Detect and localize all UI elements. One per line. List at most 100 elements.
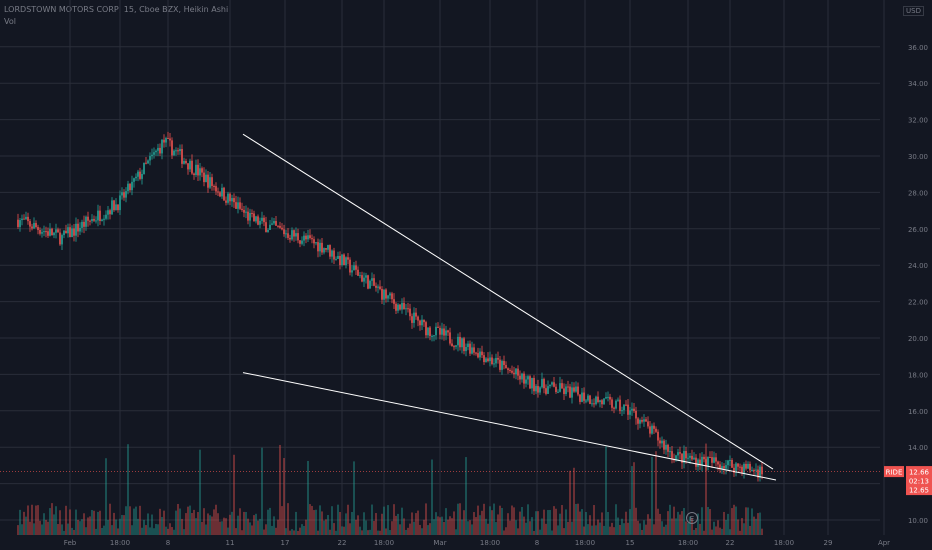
volume-bar [449,516,451,535]
volume-bar [85,527,87,535]
trendlines: E [0,133,880,524]
candle-body [465,347,467,352]
volume-bar [383,506,385,535]
candle-body [199,168,201,176]
candle-body [555,386,557,392]
volume-bar [469,520,471,535]
volume-bar [675,518,677,535]
volume-bar [703,530,705,535]
candle-body [35,223,37,228]
candle-body [701,456,703,466]
candle-body [471,347,473,354]
candle-body [549,384,551,387]
candle-body [755,469,757,471]
candle-body [97,210,99,221]
candle-body [209,177,211,188]
volume-bar [365,520,367,535]
volume-bar [211,516,213,535]
candle-body [407,308,409,310]
candle-body [207,174,209,188]
candle-body [457,336,459,346]
candle-body [75,223,77,236]
volume-bar [539,529,541,535]
candle-body [247,211,249,221]
volume-bar [363,512,365,535]
time-axis[interactable]: Feb 18:00 8 11 17 22 18:00 Mar 18:00 8 18:00 15 18:0… [64,539,890,547]
volume-bar [91,509,93,535]
candle-body [393,299,395,304]
volume-bar [121,514,123,535]
candle-body [281,227,283,230]
candle-body [265,222,267,232]
volume-bar [203,508,205,535]
candle-body [553,382,555,387]
volume-bar [83,513,85,535]
volume-bar [41,524,43,535]
candle-body [443,328,445,336]
candle-body [127,183,129,192]
volume-bar [583,526,585,535]
candle-body [37,227,39,230]
candle-body [497,357,499,360]
candle-body [427,327,429,336]
candle-body [31,226,33,229]
candle-body [109,210,111,215]
candle-body [445,330,447,336]
candle-body [205,174,207,183]
volume-bar [285,528,287,535]
volume-bar [221,521,223,535]
volume-bar [87,517,89,535]
volume-bar [201,521,203,535]
volume-bar [129,506,131,535]
volume-bar [275,527,277,535]
volume-bar [373,520,375,535]
candle-body [667,444,669,452]
candle-body [331,250,333,257]
candle-body [635,410,637,419]
volume-bar [21,524,23,535]
candle-body [289,237,291,240]
candle-body [431,336,433,338]
volume-bar [593,505,595,535]
candle-body [135,176,137,179]
candle-body [659,440,661,444]
candle-body [681,453,683,463]
candle-body [249,212,251,221]
volume-bar [79,521,81,535]
volume-bar [141,527,143,535]
volume-bar [559,513,561,535]
volume-bar [227,527,229,535]
volume-bar [731,508,733,535]
candle-body [79,227,81,232]
volume-bar [429,523,431,535]
price-axis[interactable]: 36.00 34.00 32.00 30.00 28.00 26.00 24.00 22.00… [908,44,928,525]
candle-body [211,177,213,186]
candle-body [257,216,259,225]
candle-body [373,278,375,286]
candle-body [23,218,25,220]
time-tick-label: 22 [338,539,347,547]
volume-bar [89,516,91,535]
volume-bar [35,505,37,535]
volume-bar [415,513,417,535]
volume-bar [143,519,145,535]
candle-body [267,229,269,232]
candle-body [493,363,495,365]
volume-bar [359,526,361,535]
candle-body [81,221,83,228]
volume-bar [479,515,481,535]
volume-bar [339,511,341,535]
countdown-label: 02:13 [909,478,929,486]
candle-body [559,383,561,392]
candle-body [533,377,535,392]
volume-bar [689,516,691,535]
volume-bar [651,456,653,535]
candle-body [139,171,141,179]
candle-body [507,368,509,370]
candle-body [121,192,123,196]
volume-bar [59,510,61,535]
currency-selector[interactable]: USD [903,6,924,16]
candle-body [467,343,469,348]
volume-bar [673,506,675,535]
